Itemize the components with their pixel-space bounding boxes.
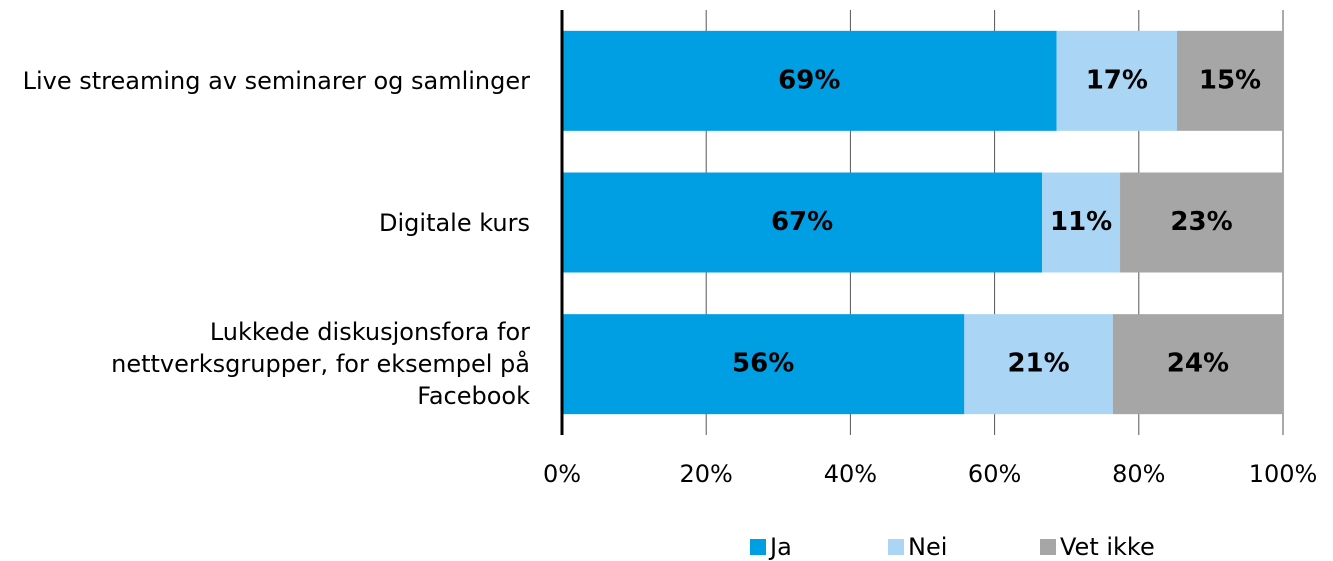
x-tick-label: 60% <box>968 460 1021 488</box>
data-label: 11% <box>1050 207 1112 237</box>
category-label: Live streaming av seminarer og samlinger <box>22 66 530 95</box>
bar-segment <box>562 314 965 415</box>
bar-segment <box>562 172 1043 273</box>
x-tick-label: 100% <box>1249 460 1318 488</box>
x-tick-label: 0% <box>543 460 581 488</box>
legend-swatch <box>1040 539 1056 555</box>
x-tick-label: 40% <box>824 460 877 488</box>
category-label: Digitale kurs <box>379 208 530 237</box>
data-label: 23% <box>1170 207 1232 237</box>
data-label: 56% <box>732 349 794 379</box>
x-tick-label: 20% <box>680 460 733 488</box>
bar-segment <box>1120 172 1283 273</box>
bar-segment <box>1056 30 1178 131</box>
bar-segment <box>964 314 1113 415</box>
bar-segment <box>1112 314 1283 415</box>
bar-segment <box>562 30 1057 131</box>
data-label: 67% <box>771 207 833 237</box>
data-label: 24% <box>1167 349 1229 379</box>
data-label: 15% <box>1199 65 1261 95</box>
bar-segment <box>1042 172 1121 273</box>
legend-swatch <box>888 539 904 555</box>
data-label: 69% <box>778 65 840 95</box>
data-label: 17% <box>1086 65 1148 95</box>
legend-swatch <box>750 539 766 555</box>
legend-label: Vet ikke <box>1060 533 1155 561</box>
legend-label: Nei <box>908 533 947 561</box>
bar-segment <box>1177 30 1283 131</box>
x-tick-label: 80% <box>1112 460 1165 488</box>
category-label: Lukkede diskusjonsfora for nettverksgrup… <box>111 318 530 411</box>
data-label: 21% <box>1007 349 1069 379</box>
legend-label: Ja <box>768 533 792 561</box>
